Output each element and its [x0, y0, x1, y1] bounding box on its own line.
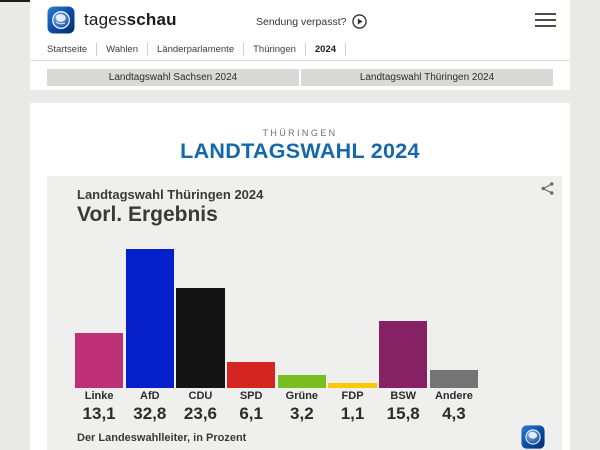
party-label: Linke: [84, 390, 114, 402]
party-value: 23,6: [183, 404, 218, 423]
page-title: LANDTAGSWAHL 2024: [180, 139, 420, 163]
bar-linke: [75, 332, 124, 388]
chart-title: Landtagswahl Thüringen 2024: [77, 187, 264, 202]
bar-column-spd: [227, 249, 276, 388]
menu-icon[interactable]: [535, 13, 556, 27]
share-icon[interactable]: [540, 181, 555, 196]
party-value: 32,8: [133, 404, 167, 423]
party-value: 13,1: [82, 404, 116, 423]
tagesschau-watermark-icon: [521, 425, 545, 449]
bar-column-grüne: [277, 249, 326, 388]
bar-caption-afd: AfD 32,8: [126, 390, 174, 423]
bar-caption-grüne: Grüne 3,2: [278, 390, 326, 423]
party-label: SPD: [239, 390, 263, 402]
header-divider: [30, 60, 570, 61]
breadcrumb-laenderparlamente[interactable]: Länderparlamente: [148, 43, 245, 56]
bar-grüne: [277, 374, 326, 388]
breadcrumb-wahlen[interactable]: Wahlen: [97, 43, 148, 56]
party-label: CDU: [188, 390, 213, 402]
party-label: Andere: [434, 390, 473, 402]
party-value: 4,3: [442, 404, 466, 423]
brand-wordmark: tagesschau: [84, 10, 177, 29]
bar-andere: [429, 369, 478, 388]
bar-caption-cdu: CDU 23,6: [176, 390, 224, 423]
party-value: 1,1: [340, 404, 365, 423]
main-content: THÜRINGEN LANDTAGSWAHL 2024 Landtagswahl…: [30, 103, 570, 450]
party-label: AfD: [140, 390, 160, 402]
brand[interactable]: tagesschau: [47, 5, 177, 35]
bar-afd: [125, 249, 174, 388]
results-chart-card: Landtagswahl Thüringen 2024 Vorl. Ergebn…: [47, 176, 562, 450]
chart-subtitle: Vorl. Ergebnis: [77, 203, 218, 226]
site-header: tagesschau Sendung verpasst? Startseite …: [30, 0, 570, 90]
tagesschau-logo-icon[interactable]: [47, 6, 75, 34]
bar-column-afd: [125, 249, 174, 388]
bar-column-linke: [75, 249, 124, 388]
party-label: FDP: [341, 390, 364, 402]
landtagswahl-thueringen-button[interactable]: Landtagswahl Thüringen 2024: [301, 69, 553, 86]
bar-caption-fdp: FDP 1,1: [328, 390, 376, 423]
bar-cdu: [176, 288, 225, 388]
party-value: 3,2: [290, 404, 314, 423]
bar-spd: [227, 362, 276, 388]
window-edge-artifact: [0, 0, 32, 2]
breadcrumb-thueringen[interactable]: Thüringen: [244, 43, 306, 56]
breadcrumb: Startseite Wahlen Länderparlamente Thüri…: [47, 43, 347, 56]
party-label: Grüne: [285, 390, 319, 402]
party-value: 6,1: [239, 404, 263, 423]
bar-caption-andere: Andere 4,3: [430, 390, 478, 423]
bar-column-bsw: [379, 249, 428, 388]
bar-fdp: [328, 383, 377, 388]
breadcrumb-2024[interactable]: 2024: [306, 43, 347, 56]
bar-caption-bsw: BSW 15,8: [379, 390, 427, 423]
bar-column-fdp: [328, 249, 377, 388]
party-label: BSW: [390, 390, 417, 402]
bars-row: [75, 249, 478, 388]
bar-labels-row: Linke 13,1 AfD 32,8 CDU 23,6 SPD 6,1 Grüne 3,2 FDP…: [75, 390, 478, 423]
party-value: 15,8: [386, 404, 420, 423]
region-kicker: THÜRINGEN: [262, 128, 338, 138]
sendung-verpasst-label: Sendung verpasst?: [256, 15, 347, 28]
election-switch-row: Landtagswahl Sachsen 2024 Landtagswahl T…: [47, 69, 553, 86]
bar-bsw: [379, 321, 428, 388]
play-icon[interactable]: [352, 14, 368, 29]
bar-caption-linke: Linke 13,1: [75, 390, 123, 423]
bar-column-andere: [429, 249, 478, 388]
bar-column-cdu: [176, 249, 225, 388]
chart-source: Der Landeswahlleiter, in Prozent: [77, 432, 247, 444]
breadcrumb-startseite[interactable]: Startseite: [47, 43, 98, 56]
landtagswahl-sachsen-button[interactable]: Landtagswahl Sachsen 2024: [47, 69, 299, 86]
bar-caption-spd: SPD 6,1: [227, 390, 275, 423]
sendung-verpasst-link[interactable]: Sendung verpasst?: [256, 14, 368, 29]
